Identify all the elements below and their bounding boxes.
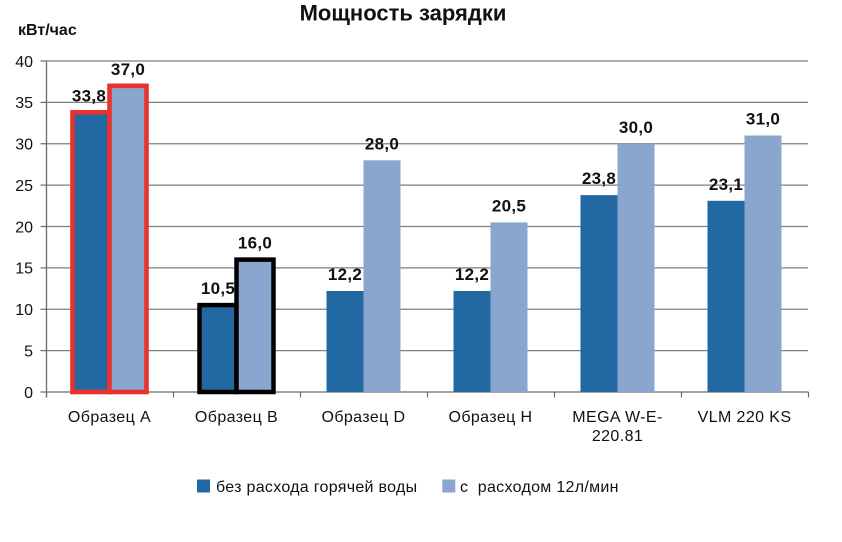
svg-text:35: 35 xyxy=(15,95,33,112)
svg-text:15: 15 xyxy=(15,261,33,278)
svg-text:37,0: 37,0 xyxy=(111,60,145,79)
svg-text:Образец B: Образец B xyxy=(195,409,278,426)
svg-text:Мощность зарядки: Мощность зарядки xyxy=(300,1,507,26)
svg-text:кВт/час: кВт/час xyxy=(18,22,77,39)
svg-text:28,0: 28,0 xyxy=(365,134,399,153)
svg-text:Образец A: Образец A xyxy=(68,409,151,426)
svg-text:Образец D: Образец D xyxy=(321,409,405,426)
svg-text:40: 40 xyxy=(15,54,33,71)
svg-text:с расходом 12л/мин: с расходом 12л/мин xyxy=(460,479,619,496)
svg-text:10: 10 xyxy=(15,302,33,319)
svg-text:16,0: 16,0 xyxy=(238,234,272,253)
svg-text:20,5: 20,5 xyxy=(492,196,526,215)
svg-text:23,1: 23,1 xyxy=(709,175,743,194)
svg-text:VLM 220 KS: VLM 220 KS xyxy=(698,409,792,426)
svg-text:MEGA W-E-: MEGA W-E- xyxy=(572,409,662,426)
svg-text:0: 0 xyxy=(24,385,33,402)
svg-text:23,8: 23,8 xyxy=(582,169,616,188)
svg-text:5: 5 xyxy=(24,343,33,360)
svg-text:25: 25 xyxy=(15,178,33,195)
svg-text:12,2: 12,2 xyxy=(455,265,489,284)
svg-text:31,0: 31,0 xyxy=(746,110,780,129)
svg-text:30: 30 xyxy=(15,137,33,154)
svg-text:220.81: 220.81 xyxy=(592,428,643,445)
svg-text:20: 20 xyxy=(15,219,33,236)
svg-text:без расхода горячей воды: без расхода горячей воды xyxy=(216,479,417,496)
svg-text:30,0: 30,0 xyxy=(619,118,653,137)
svg-text:33,8: 33,8 xyxy=(72,86,106,105)
svg-text:12,2: 12,2 xyxy=(328,265,362,284)
svg-text:10,5: 10,5 xyxy=(201,279,235,298)
svg-text:Образец H: Образец H xyxy=(448,409,532,426)
